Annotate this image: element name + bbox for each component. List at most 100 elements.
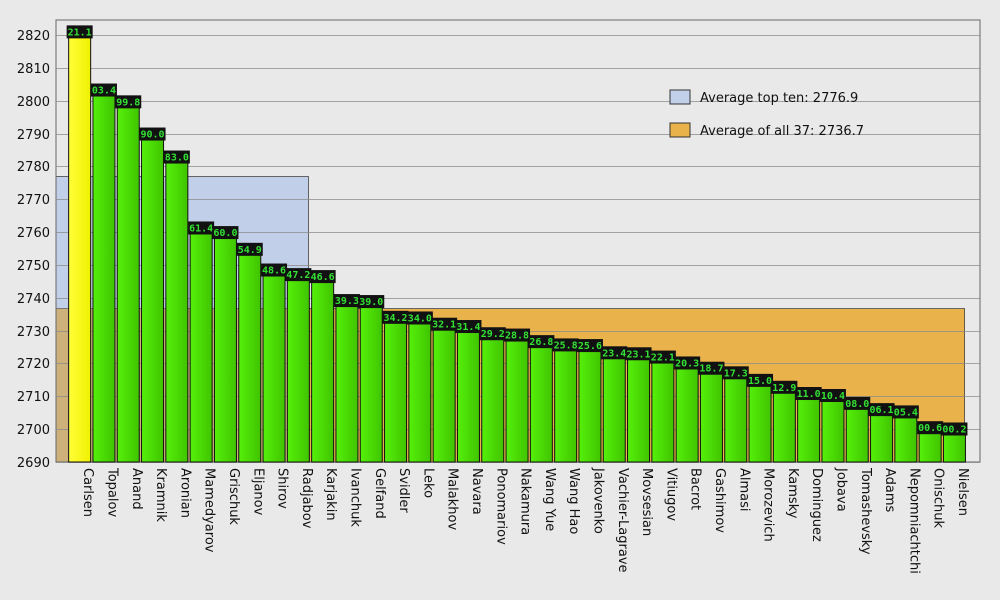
x-tick-label: Kramnik xyxy=(153,468,168,522)
bar-carlsen xyxy=(68,30,92,463)
data-label: 34.2 xyxy=(384,313,408,324)
x-tick-label: Nepomniachtchi xyxy=(906,468,921,574)
x-tick-label: Eljanov xyxy=(250,468,265,516)
bar-aronian xyxy=(165,156,189,463)
data-label-bg xyxy=(674,356,701,370)
data-label: 12.9 xyxy=(772,383,796,394)
x-tick-label: Adams xyxy=(882,468,897,513)
data-label-bg xyxy=(66,25,93,39)
x-tick-label: Jobava xyxy=(833,467,848,512)
x-tick-label: Jakovenko xyxy=(590,467,605,534)
data-label-bg xyxy=(431,317,458,331)
bar-wang-hao xyxy=(554,343,578,463)
bar-ivanchuk xyxy=(335,299,359,463)
bar-jakovenko xyxy=(578,344,602,463)
y-tick-label: 2780 xyxy=(17,160,50,175)
data-label-bg xyxy=(771,380,798,394)
data-label: 03.4 xyxy=(92,86,116,97)
data-label-bg xyxy=(163,150,190,164)
x-tick-label: Ivanchuk xyxy=(347,468,362,527)
bar-radjabov xyxy=(286,273,310,463)
bar-mamedyarov xyxy=(189,226,213,463)
x-tick-label: Malakhov xyxy=(445,468,460,530)
bar-eljanov xyxy=(238,248,262,463)
bar-leko xyxy=(408,316,432,463)
x-tick-label: Topalov xyxy=(104,467,119,517)
data-label: 22.1 xyxy=(651,353,675,364)
data-label: 28.8 xyxy=(505,331,529,342)
x-tick-label: Gashimov xyxy=(712,468,727,533)
bar-karjakin xyxy=(311,275,335,463)
bar-kramnik xyxy=(141,133,165,463)
x-tick-label: Ponomariov xyxy=(493,468,508,545)
data-label: 20.3 xyxy=(675,358,699,369)
data-label-bg xyxy=(139,127,166,141)
y-tick-label: 2750 xyxy=(17,259,50,274)
y-tick-label: 2740 xyxy=(17,292,50,307)
data-label-bg xyxy=(601,346,628,360)
x-tick-label: Bacrot xyxy=(688,468,703,510)
data-label-bg xyxy=(576,339,603,353)
data-label-bg xyxy=(844,396,871,410)
x-tick-label: Kamsky xyxy=(785,468,800,519)
data-label: 83.0 xyxy=(165,153,189,164)
y-tick-label: 2770 xyxy=(17,193,50,208)
x-tick-label: Karjakin xyxy=(323,468,338,521)
data-label: 25.8 xyxy=(554,340,578,351)
bar-ponomariov xyxy=(481,332,505,463)
data-label-bg xyxy=(261,263,288,277)
x-tick-label: Svidler xyxy=(396,468,411,513)
y-axis-ticks: 2690 2700 2710 2720 2730 2740 2750 2760 2770 2780… xyxy=(17,29,50,471)
bar-jobava xyxy=(821,394,845,463)
x-tick-label: Leko xyxy=(420,468,435,498)
y-tick-label: 2800 xyxy=(17,95,50,110)
x-tick-label: Morozevich xyxy=(761,468,776,542)
data-label-bg xyxy=(236,242,263,256)
data-label: 47.2 xyxy=(286,270,310,281)
bar-tomashevsky xyxy=(845,402,869,463)
data-label-bg xyxy=(309,270,336,284)
data-label: 21.1 xyxy=(68,27,92,38)
y-tick-label: 2810 xyxy=(17,62,50,77)
data-label: 26.8 xyxy=(529,337,553,348)
data-label-bg xyxy=(917,421,944,435)
data-label-bg xyxy=(819,388,846,402)
y-tick-label: 2710 xyxy=(17,390,50,405)
y-tick-label: 2690 xyxy=(17,456,50,471)
data-label-bg xyxy=(212,226,239,240)
bar-almasi xyxy=(724,371,748,463)
bar-vachier-lagrave xyxy=(602,351,626,463)
bar-nakamura xyxy=(505,334,529,463)
x-axis-labels: Carlsen Topalov Anand Kramnik Aronian Mamedya… xyxy=(80,467,970,574)
data-label: 39.3 xyxy=(335,296,359,307)
legend-swatch-2 xyxy=(669,122,691,138)
y-tick-label: 2820 xyxy=(17,29,50,44)
data-label: 05.4 xyxy=(894,407,918,418)
x-tick-label: Wang Hao xyxy=(566,468,581,534)
data-label-bg xyxy=(188,221,215,235)
x-tick-label: Grischuk xyxy=(226,468,241,525)
bar-kamsky xyxy=(772,386,796,463)
data-label: 46.6 xyxy=(311,272,335,283)
x-tick-label: Onischuk xyxy=(931,468,946,528)
bar-svidler xyxy=(384,316,408,463)
data-label: 61.4 xyxy=(189,223,213,234)
bar-vitiugov xyxy=(651,356,675,463)
data-label-bg xyxy=(479,327,506,341)
y-tick-label: 2720 xyxy=(17,357,50,372)
bar-morozevich xyxy=(748,379,772,463)
bar-movsesian xyxy=(627,352,651,463)
legend-label-2: Average of all 37: 2736.7 xyxy=(700,124,864,139)
data-label-bg xyxy=(747,373,774,387)
bar-malakhov xyxy=(432,323,456,463)
bar-wang-yue xyxy=(529,340,553,463)
data-label-bg xyxy=(285,268,312,282)
data-label: 11.0 xyxy=(797,389,821,400)
data-label-bg xyxy=(115,95,142,109)
x-tick-label: Nielsen xyxy=(955,468,970,516)
data-label: 25.6 xyxy=(578,341,602,352)
x-tick-label: Aronian xyxy=(177,468,192,518)
data-label: 10.4 xyxy=(821,391,845,402)
x-tick-label: Almasi xyxy=(736,468,751,512)
data-label: 99.8 xyxy=(116,97,140,108)
